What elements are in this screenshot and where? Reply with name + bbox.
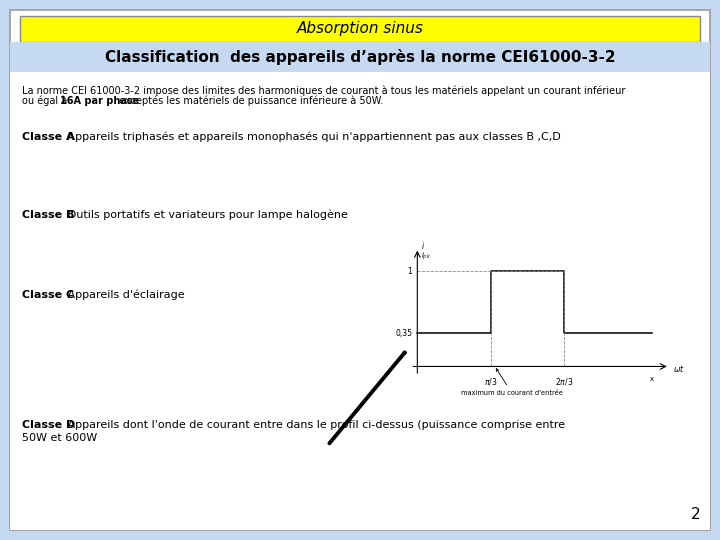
- Text: Classe A: Classe A: [22, 132, 75, 142]
- Text: $\omega t$: $\omega t$: [673, 363, 685, 374]
- Text: Classe C: Classe C: [22, 290, 74, 300]
- Text: x: x: [650, 376, 654, 382]
- Text: exceptés les matériels de puissance inférieure à 50W.: exceptés les matériels de puissance infé…: [117, 96, 384, 106]
- Text: maximum du courant d'entrée: maximum du courant d'entrée: [461, 369, 563, 396]
- Bar: [10, 72, 710, 530]
- Text: 2: 2: [690, 507, 700, 522]
- Text: $\pi/3$: $\pi/3$: [484, 376, 498, 387]
- Text: 1: 1: [408, 267, 413, 276]
- Text: 16A par phase: 16A par phase: [60, 96, 140, 106]
- Text: Appareils triphasés et appareils monophasés qui n'appartiennent pas aux classes : Appareils triphasés et appareils monopha…: [64, 132, 561, 143]
- Text: Classification  des appareils d’après la norme CEI61000-3-2: Classification des appareils d’après la …: [104, 49, 616, 65]
- Text: Appareils d'éclairage: Appareils d'éclairage: [64, 290, 185, 300]
- Text: La norme CEI 61000-3-2 impose des limites des harmoniques de courant à tous les : La norme CEI 61000-3-2 impose des limite…: [22, 85, 626, 96]
- Bar: [20, 16, 700, 42]
- Text: Outils portatifs et variateurs pour lampe halogène: Outils portatifs et variateurs pour lamp…: [64, 210, 348, 220]
- Text: 0,35: 0,35: [395, 329, 413, 338]
- Text: Classe B: Classe B: [22, 210, 74, 220]
- Text: Absorption sinus: Absorption sinus: [297, 22, 423, 37]
- Text: ou égal à: ou égal à: [22, 96, 71, 106]
- Text: $i_{pk}$: $i_{pk}$: [420, 251, 431, 262]
- Text: $2\pi/3$: $2\pi/3$: [555, 376, 573, 387]
- Text: Classe D: Classe D: [22, 420, 76, 430]
- Bar: [10, 42, 710, 72]
- Text: 50W et 600W: 50W et 600W: [22, 433, 97, 443]
- Text: $i$: $i$: [420, 240, 425, 251]
- Text: Appareils dont l'onde de courant entre dans le profil ci-dessus (puissance compr: Appareils dont l'onde de courant entre d…: [64, 420, 565, 430]
